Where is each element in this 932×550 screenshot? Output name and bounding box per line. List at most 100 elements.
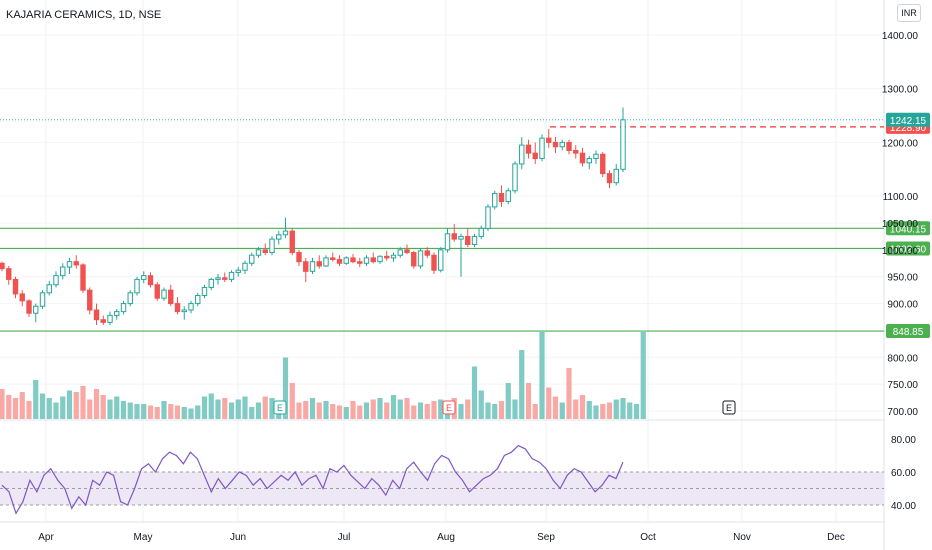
- candle-body: [465, 235, 471, 245]
- volume-bar: [282, 357, 289, 419]
- volume-bar: [107, 399, 113, 419]
- price-tick-label: 700.00: [887, 407, 918, 418]
- candle-body: [269, 238, 275, 254]
- volume-bar: [593, 405, 599, 419]
- volume-bar: [640, 332, 646, 419]
- earnings-marker[interactable]: E: [273, 400, 287, 415]
- candle: [370, 252, 376, 264]
- candle-body: [39, 292, 46, 307]
- price-tick-label: 1200.00: [882, 138, 919, 149]
- price-tick-label: 900.00: [887, 300, 918, 311]
- candle: [512, 161, 518, 194]
- candle-body: [505, 190, 511, 203]
- candle-body: [53, 275, 59, 286]
- candle: [431, 252, 437, 275]
- candle: [12, 276, 19, 299]
- candle-body: [600, 153, 606, 175]
- candle-body: [249, 254, 255, 264]
- rsi-line: [0, 444, 884, 515]
- volume-bar: [26, 401, 32, 419]
- candle-body: [566, 141, 572, 151]
- candle-body: [107, 314, 113, 323]
- volume-bar: [417, 402, 424, 419]
- candle: [93, 303, 100, 326]
- candle: [100, 315, 106, 326]
- candle: [323, 255, 329, 268]
- volume-bar: [188, 408, 194, 419]
- earnings-marker[interactable]: E: [722, 400, 736, 415]
- volume-bar: [370, 399, 376, 419]
- candle: [566, 139, 572, 155]
- volume-bar: [606, 402, 613, 419]
- time-tick-label: Sep: [537, 532, 555, 543]
- candle-body: [235, 269, 241, 273]
- candle: [390, 252, 397, 262]
- currency-button[interactable]: INR: [897, 4, 921, 22]
- volume-bar: [411, 405, 417, 419]
- candle-body: [93, 309, 100, 321]
- candle: [424, 247, 430, 258]
- candle: [0, 261, 5, 272]
- volume-bar: [19, 392, 25, 419]
- volume-bar: [53, 402, 59, 419]
- candle: [458, 233, 464, 277]
- volume-bar: [269, 398, 275, 419]
- level-price-tag: [886, 324, 930, 339]
- candle-body: [73, 261, 79, 266]
- volume-bar: [114, 396, 120, 419]
- candle-body: [343, 257, 349, 264]
- volume-bar: [195, 405, 201, 419]
- candle-body: [478, 227, 484, 237]
- volume-bar: [66, 390, 73, 419]
- volume-bar: [485, 402, 491, 419]
- candle: [559, 139, 565, 151]
- volume-bar: [465, 399, 471, 419]
- earnings-marker[interactable]: E: [442, 400, 456, 415]
- volume-bar: [33, 380, 39, 419]
- candle-body: [181, 309, 187, 313]
- candle: [60, 263, 66, 280]
- candle-body: [498, 192, 505, 203]
- volume-bar: [390, 395, 397, 419]
- earnings-badge: [722, 400, 736, 415]
- volume-bar: [87, 399, 93, 419]
- rsi-band: [0, 472, 884, 505]
- volume-bar: [127, 402, 133, 419]
- candle-body: [593, 153, 599, 160]
- candle: [478, 225, 484, 240]
- candle: [195, 292, 201, 307]
- volume-bar: [323, 401, 329, 419]
- candle-body: [195, 295, 201, 305]
- rsi-tick-label: 80.00: [891, 435, 916, 446]
- volume-bar: [525, 383, 532, 419]
- candle-body: [525, 144, 532, 154]
- earnings-label: E: [446, 403, 452, 413]
- volume-bar: [168, 404, 174, 419]
- candle-body: [316, 261, 322, 267]
- candle-body: [296, 252, 302, 263]
- volume-bar: [208, 393, 214, 419]
- time-tick-label: Oct: [640, 532, 656, 543]
- candle: [573, 145, 579, 159]
- candle: [620, 107, 626, 172]
- candle-body: [12, 278, 19, 295]
- candle-body: [228, 271, 235, 280]
- candle-body: [370, 257, 376, 263]
- candle: [303, 257, 309, 283]
- candle: [215, 274, 221, 285]
- candle-body: [606, 173, 613, 184]
- candle: [228, 270, 235, 283]
- candle: [444, 228, 451, 253]
- candle-body: [276, 234, 282, 240]
- volume-bar: [235, 399, 241, 419]
- candle: [181, 306, 187, 320]
- candle-body: [404, 249, 410, 254]
- volume-bar: [573, 399, 579, 419]
- candle: [235, 267, 241, 277]
- candle-body: [458, 235, 464, 240]
- candle: [532, 142, 538, 164]
- candle-body: [579, 152, 586, 164]
- volume-bar: [539, 332, 545, 419]
